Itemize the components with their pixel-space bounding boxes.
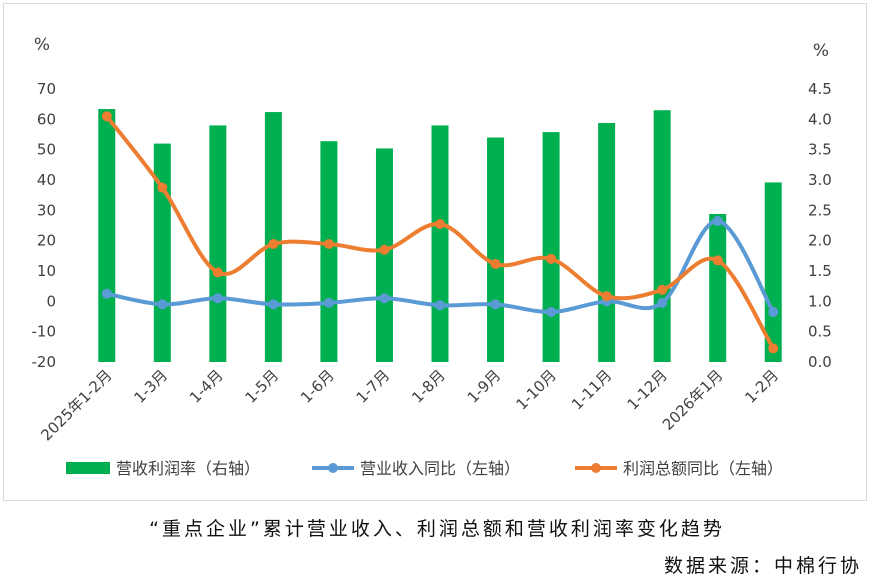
point-profit-yoy — [712, 255, 723, 266]
left-tick-label: -10 — [32, 323, 57, 341]
left-axis-unit: % — [34, 35, 50, 55]
chart-frame: %% -20 -10 0 10 20 30 40 50 60 70 0.0 0.5 1.0 1.5 2.0 2.… — [3, 3, 867, 501]
x-tick-label: 1-2月 — [741, 366, 782, 407]
right-tick-label: 2.0 — [808, 232, 832, 250]
point-revenue-yoy — [546, 306, 557, 317]
left-tick-label: 60 — [37, 110, 56, 128]
point-revenue-yoy — [768, 306, 779, 317]
bar-profit-margin — [542, 132, 560, 362]
point-revenue-yoy — [268, 299, 279, 310]
right-tick-label: 4.5 — [808, 80, 832, 98]
left-tick-label: 0 — [46, 292, 56, 310]
x-tick-label: 1-10月 — [512, 366, 559, 413]
point-revenue-yoy — [212, 293, 223, 304]
bar-profit-margin — [764, 182, 782, 362]
right-tick-label: 2.5 — [808, 201, 832, 219]
left-tick-label: 20 — [37, 232, 56, 250]
left-tick-label: 70 — [37, 80, 56, 98]
right-tick-label: 0.0 — [808, 353, 832, 371]
point-profit-yoy — [268, 239, 279, 250]
point-profit-yoy — [546, 253, 557, 264]
legend-label: 营收利润率（右轴） — [116, 459, 260, 478]
x-tick-label: 2025年1-2月 — [37, 366, 115, 444]
left-tick-label: 30 — [37, 201, 56, 219]
data-source: 数据来源：中棉行协 — [663, 555, 862, 577]
left-tick-label: 10 — [37, 262, 56, 280]
bar-profit-margin — [431, 125, 449, 363]
point-profit-yoy — [435, 218, 445, 229]
left-tick-label: -20 — [32, 353, 57, 371]
chart: % % -20 -10 0 10 20 30 40 50 60 70 0.0 0.5 1.0 1.5 2.0 2.… — [32, 35, 832, 478]
legend-label: 利润总额同比（左轴） — [623, 459, 783, 478]
point-profit-yoy — [212, 267, 223, 278]
point-profit-yoy — [379, 244, 390, 255]
right-tick-label: 0.5 — [808, 323, 832, 341]
bar-profit-margin — [98, 109, 116, 363]
point-revenue-yoy — [101, 288, 112, 299]
x-tick-label: 1-12月 — [624, 366, 671, 413]
point-revenue-yoy — [490, 299, 501, 310]
bar-profit-margin — [653, 110, 671, 362]
right-tick-label: 1.0 — [808, 292, 832, 310]
x-tick-label: 1-9月 — [464, 366, 505, 407]
right-axis-unit: % — [813, 41, 829, 61]
legend-label: 营业收入同比（左轴） — [360, 459, 520, 478]
right-tick-label: 1.5 — [808, 262, 832, 280]
x-tick-label: 1-3月 — [130, 366, 171, 407]
x-tick-label: 1-11月 — [568, 366, 615, 413]
left-tick-label: 40 — [37, 171, 56, 189]
right-tick-label: 3.0 — [808, 171, 832, 189]
point-revenue-yoy — [712, 215, 723, 226]
bar-profit-margin — [709, 213, 727, 362]
legend-marker-profit-yoy — [591, 463, 601, 473]
point-profit-yoy — [157, 182, 168, 193]
point-profit-yoy — [601, 291, 612, 302]
point-profit-yoy — [657, 284, 668, 295]
bar-profit-margin — [375, 148, 393, 362]
x-tick-label: 1-6月 — [297, 366, 338, 407]
bar-profit-margin — [487, 137, 505, 362]
point-revenue-yoy — [657, 297, 668, 308]
bar-profit-margin — [598, 122, 616, 363]
point-profit-yoy — [101, 111, 112, 122]
left-tick-label: 50 — [37, 141, 56, 159]
point-revenue-yoy — [323, 297, 334, 308]
bar-profit-margin — [153, 143, 171, 362]
legend-marker-revenue-yoy — [328, 463, 338, 473]
point-profit-yoy — [490, 259, 501, 270]
bar-profit-margin — [264, 112, 282, 362]
right-tick-label: 4.0 — [808, 110, 832, 128]
x-tick-label: 2026年1月 — [659, 366, 727, 434]
x-tick-label: 1-5月 — [242, 366, 283, 407]
point-revenue-yoy — [435, 300, 445, 311]
x-tick-label: 1-8月 — [408, 366, 449, 407]
point-revenue-yoy — [379, 293, 390, 304]
legend-swatch-profit-margin — [66, 462, 110, 474]
x-tick-label: 1-4月 — [186, 366, 227, 407]
point-revenue-yoy — [157, 299, 168, 310]
point-profit-yoy — [768, 343, 779, 354]
point-profit-yoy — [323, 239, 334, 250]
right-tick-label: 3.5 — [808, 141, 832, 159]
x-tick-label: 1-7月 — [353, 366, 394, 407]
chart-caption: “重点企业”累计营业收入、利润总额和营收利润率变化趋势 — [149, 518, 725, 540]
bar-profit-margin — [320, 141, 338, 362]
bar-profit-margin — [209, 125, 227, 363]
